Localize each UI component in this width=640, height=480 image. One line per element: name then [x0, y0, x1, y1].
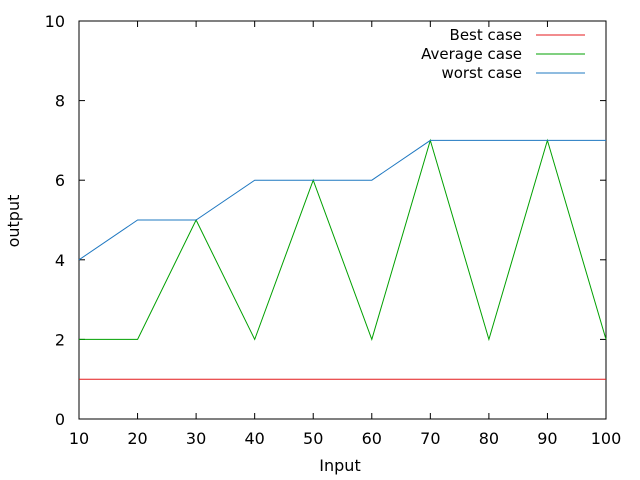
x-tick-label: 90	[537, 429, 557, 448]
series-layer	[78, 138, 607, 380]
x-tick-label: 60	[362, 429, 382, 448]
plot-frame	[78, 20, 607, 420]
y-tick-label: 0	[55, 410, 65, 429]
plot-area-border	[78, 20, 607, 420]
y-tick-label: 4	[55, 251, 65, 270]
y-tick-label: 8	[55, 92, 65, 111]
series-line-average-case	[79, 138, 607, 342]
x-tick-label: 50	[303, 429, 323, 448]
y-tick-label: 6	[55, 171, 65, 190]
y-tick-label: 10	[45, 12, 65, 31]
x-axis-label: Input	[319, 456, 360, 475]
y-axis-ticks: 0 2 4 6 8 10	[45, 12, 606, 429]
x-axis-ticks: 10 20 30 40 50 60 70 80 90 100	[69, 21, 621, 448]
x-tick-label: 20	[127, 429, 147, 448]
legend-label-average-case: Average case	[421, 45, 522, 63]
y-tick-label: 2	[55, 330, 65, 349]
x-tick-label: 30	[186, 429, 206, 448]
x-tick-label: 100	[591, 429, 622, 448]
y-axis-label: output	[4, 195, 23, 248]
series-line-worst-case	[78, 139, 606, 261]
x-tick-label: 70	[420, 429, 440, 448]
x-tick-label: 80	[479, 429, 499, 448]
x-tick-label: 10	[69, 429, 89, 448]
x-tick-label: 40	[244, 429, 264, 448]
legend-label-best-case: Best case	[450, 26, 522, 44]
legend-label-worst-case: worst case	[441, 64, 522, 82]
